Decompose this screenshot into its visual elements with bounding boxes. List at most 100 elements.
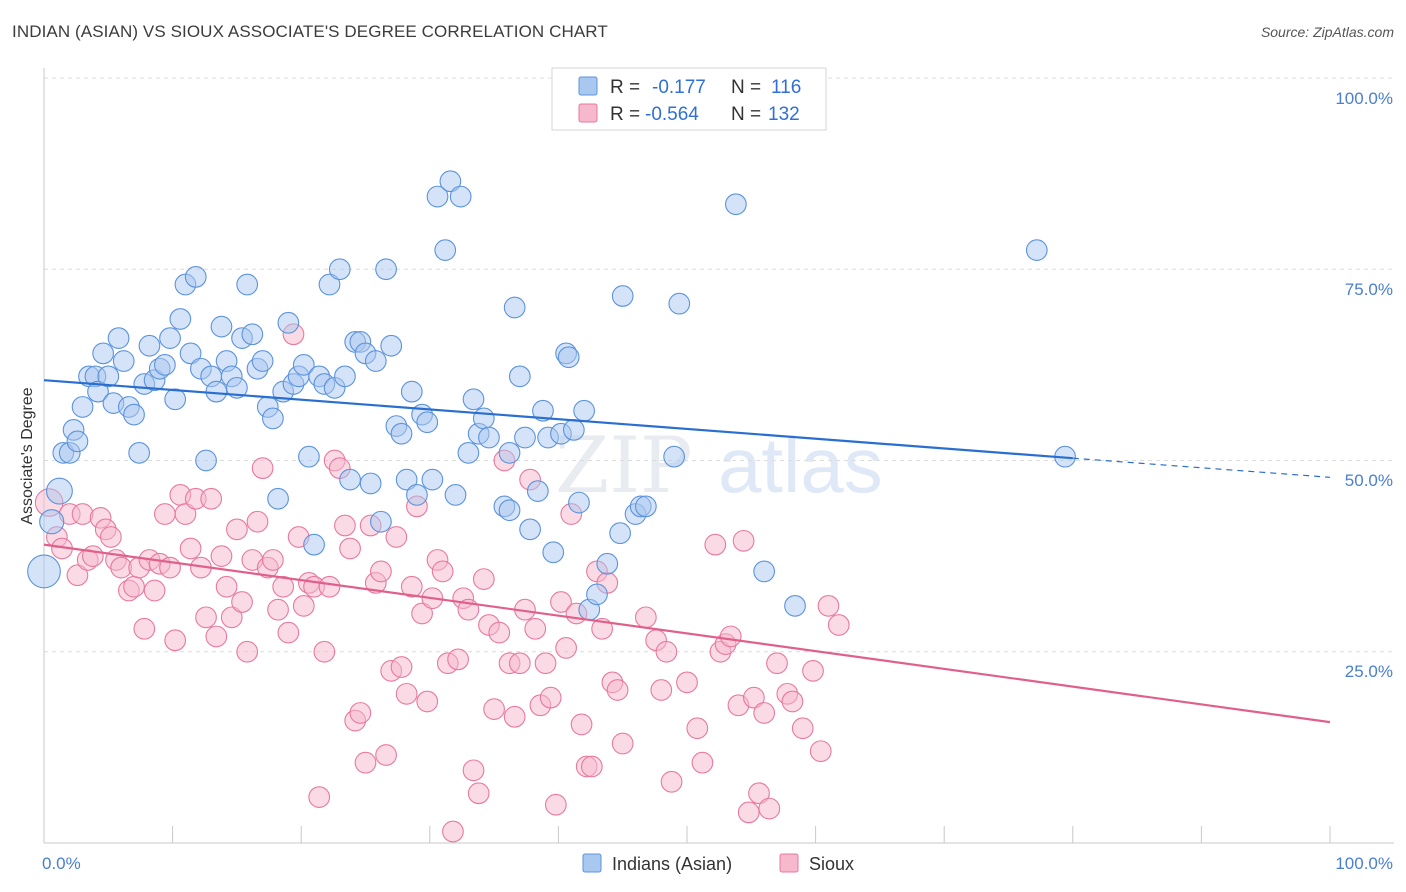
- data-point: [174, 503, 197, 525]
- data-point: [1025, 239, 1048, 261]
- data-point: [719, 625, 742, 648]
- data-point: [442, 820, 464, 843]
- bottom-legend-swatch-pink: [779, 853, 799, 873]
- data-point: [97, 365, 120, 388]
- legend-box: [551, 67, 827, 131]
- data-point: [277, 311, 300, 334]
- data-point: [411, 602, 433, 625]
- data-point: [503, 296, 526, 319]
- data-point: [663, 445, 686, 468]
- data-point: [508, 652, 531, 675]
- data-point: [457, 441, 480, 464]
- legend-swatch-blue: [578, 76, 598, 96]
- legend-r-label: R =: [610, 104, 640, 125]
- data-point: [526, 480, 549, 502]
- data-point: [236, 640, 259, 663]
- data-point: [328, 258, 351, 281]
- data-point: [737, 801, 760, 824]
- watermark: ZIP atlas: [555, 421, 883, 511]
- data-point: [650, 679, 673, 701]
- data-point: [498, 499, 521, 522]
- data-point: [313, 640, 336, 663]
- data-point: [508, 365, 531, 388]
- data-point: [66, 430, 89, 453]
- data-point: [277, 621, 300, 644]
- watermark-atlas: atlas: [718, 421, 883, 509]
- data-point: [472, 407, 495, 430]
- data-point: [143, 579, 166, 602]
- legend-n-label: N =: [731, 77, 761, 98]
- data-point: [215, 575, 238, 598]
- legend-n-value: 116: [771, 77, 801, 98]
- data-point: [262, 549, 284, 571]
- x-tick-label-min: 0.0%: [42, 854, 81, 873]
- data-point: [660, 770, 683, 793]
- legend-r-label: R =: [610, 77, 640, 98]
- data-point: [544, 793, 567, 816]
- bottom-legend-label-sioux: Sioux: [809, 854, 854, 874]
- data-point: [200, 487, 223, 510]
- data-point: [395, 468, 418, 491]
- data-point: [179, 537, 202, 560]
- data-point: [550, 591, 572, 613]
- data-point: [169, 308, 192, 330]
- data-point: [514, 426, 536, 449]
- data-point: [580, 755, 603, 778]
- data-point: [534, 652, 557, 675]
- data-point: [758, 797, 781, 820]
- data-point: [154, 354, 176, 376]
- legend-n-value: 132: [768, 104, 800, 125]
- data-point: [251, 350, 274, 372]
- data-point: [791, 717, 814, 740]
- data-point: [81, 545, 104, 567]
- y-tick-label: 100.0%: [1335, 89, 1393, 108]
- data-point: [210, 315, 233, 338]
- data-point: [195, 449, 217, 472]
- data-point: [71, 503, 94, 525]
- data-point: [439, 170, 462, 193]
- data-point: [606, 679, 629, 701]
- data-point: [303, 533, 325, 556]
- data-point: [827, 614, 850, 636]
- data-point: [704, 533, 727, 556]
- data-point: [107, 327, 130, 349]
- trend-lines: [43, 379, 1331, 724]
- data-point: [498, 441, 521, 464]
- data-point: [724, 193, 747, 216]
- data-point: [766, 652, 788, 675]
- data-point: [339, 468, 361, 491]
- data-point: [92, 342, 115, 365]
- chart-source: Source: ZipAtlas.com: [1260, 24, 1394, 40]
- data-point: [568, 491, 590, 514]
- data-point: [292, 354, 315, 376]
- data-point: [784, 594, 806, 617]
- legend-swatch-pink: [578, 103, 598, 123]
- legend: R = -0.177 N = 116 R = -0.564 N = 132: [551, 67, 827, 131]
- y-tick-label: 25.0%: [1345, 662, 1393, 681]
- data-point: [421, 468, 444, 491]
- data-point: [184, 266, 207, 288]
- trend-line-sioux: [43, 543, 1331, 724]
- x-tick-label-max: 100.0%: [1335, 854, 1393, 873]
- data-point: [154, 503, 176, 525]
- data-point: [298, 445, 320, 468]
- data-point: [123, 575, 145, 598]
- x-ticks: [172, 826, 1331, 843]
- data-point: [539, 686, 562, 709]
- data-point: [462, 388, 485, 411]
- data-point: [555, 637, 577, 659]
- data-point: [334, 365, 356, 388]
- y-tick-label: 50.0%: [1345, 471, 1393, 490]
- data-point: [385, 526, 408, 548]
- data-point: [100, 526, 122, 548]
- data-point: [359, 472, 382, 495]
- data-point: [210, 545, 233, 567]
- data-point: [308, 786, 331, 808]
- data-point: [195, 606, 217, 629]
- legend-r-value: -0.564: [645, 104, 699, 125]
- data-point: [400, 575, 423, 598]
- data-point: [634, 606, 657, 629]
- data-point: [87, 380, 109, 403]
- data-point: [426, 185, 449, 208]
